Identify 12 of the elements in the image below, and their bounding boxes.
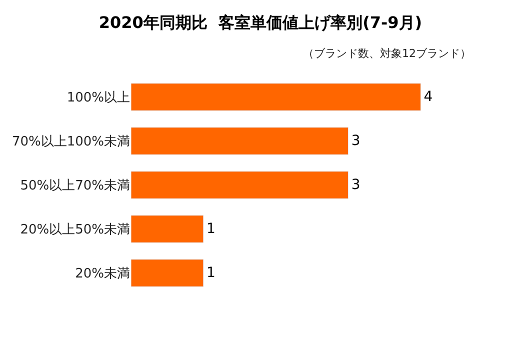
y-tick-label: 20%未満 [75,266,130,282]
chart-subtitle: （ブランド数、対象12ブランド） [303,47,471,60]
data-label: 3 [351,133,360,149]
data-label: 4 [424,89,433,105]
chart-title: 2020年同期比 客室単価値上げ率別(7-9月) [98,13,422,32]
y-tick-label: 70%以上100%未満 [12,134,130,150]
data-label: 1 [206,265,216,281]
y-tick-label: 100%以上 [66,90,130,106]
data-label: 3 [351,177,360,193]
y-tick-label: 50%以上70%未満 [20,178,130,194]
y-tick-label: 20%以上50%未満 [20,222,130,238]
data-label: 1 [206,221,216,237]
